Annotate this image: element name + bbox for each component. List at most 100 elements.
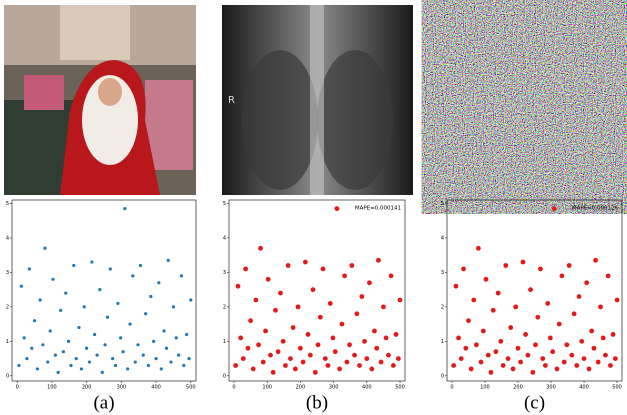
- point: [615, 298, 620, 303]
- point: [286, 263, 291, 268]
- point: [308, 353, 313, 358]
- plot-frame: [447, 200, 622, 381]
- point: [381, 304, 386, 309]
- point: [396, 356, 401, 361]
- point: [316, 342, 321, 347]
- point: [550, 349, 555, 354]
- point: [525, 353, 530, 358]
- point: [518, 360, 523, 365]
- point: [233, 363, 238, 368]
- point: [311, 287, 316, 292]
- annotation: MAPE=0.000141: [355, 206, 401, 212]
- point: [189, 298, 192, 301]
- y-tick-label: 4: [441, 235, 444, 241]
- point: [335, 206, 340, 211]
- point: [67, 340, 70, 343]
- point: [479, 360, 484, 365]
- point: [152, 340, 155, 343]
- point: [134, 360, 137, 363]
- point: [601, 336, 606, 341]
- point: [354, 311, 359, 316]
- point: [109, 267, 112, 270]
- point: [139, 264, 142, 267]
- point: [303, 260, 308, 265]
- point: [20, 285, 23, 288]
- x-tick-label: 200: [513, 385, 523, 391]
- point: [331, 336, 336, 341]
- point: [481, 329, 486, 334]
- point: [533, 342, 538, 347]
- point: [530, 370, 535, 375]
- point: [564, 342, 569, 347]
- point: [516, 346, 521, 351]
- point: [540, 356, 545, 361]
- point: [528, 287, 533, 292]
- point: [263, 329, 268, 334]
- point: [569, 353, 574, 358]
- point: [535, 315, 540, 320]
- point: [116, 302, 119, 305]
- point: [276, 349, 281, 354]
- point: [463, 346, 468, 351]
- y-tick-label: 2: [223, 304, 226, 310]
- point: [57, 371, 60, 374]
- point: [131, 274, 134, 277]
- point: [123, 207, 126, 210]
- plot-frame: [229, 200, 405, 381]
- point: [326, 363, 331, 368]
- point: [136, 343, 139, 346]
- point: [603, 353, 608, 358]
- point: [394, 332, 399, 337]
- point: [523, 332, 528, 337]
- y-tick-label: 0: [6, 373, 9, 379]
- point: [253, 298, 258, 303]
- point: [177, 354, 180, 357]
- point: [258, 246, 263, 251]
- point: [318, 315, 323, 320]
- point: [511, 367, 516, 372]
- point: [496, 291, 501, 296]
- point: [474, 342, 479, 347]
- point: [147, 364, 150, 367]
- y-tick-label: 4: [6, 235, 9, 241]
- x-tick-label: 200: [82, 385, 92, 391]
- point: [59, 309, 62, 312]
- point: [77, 326, 80, 329]
- x-tick-label: 500: [612, 385, 622, 391]
- point: [248, 318, 253, 323]
- point: [491, 308, 496, 313]
- caption: (c): [524, 392, 545, 413]
- point: [577, 294, 582, 299]
- xray-image: R: [222, 5, 413, 195]
- y-tick-label: 3: [6, 270, 9, 276]
- point: [374, 346, 379, 351]
- point: [283, 363, 288, 368]
- point: [613, 356, 618, 361]
- point: [357, 363, 362, 368]
- point: [142, 354, 145, 357]
- point: [476, 246, 481, 251]
- point: [162, 329, 165, 332]
- point: [39, 298, 42, 301]
- point: [598, 304, 603, 309]
- point: [106, 316, 109, 319]
- point: [451, 363, 456, 368]
- point: [111, 357, 114, 360]
- point: [160, 367, 163, 370]
- point: [93, 333, 96, 336]
- y-tick-label: 1: [6, 339, 9, 345]
- y-tick-label: 3: [441, 270, 444, 276]
- point: [80, 367, 83, 370]
- point: [589, 329, 594, 334]
- x-tick-label: 500: [395, 385, 405, 391]
- point: [466, 318, 471, 323]
- point: [243, 267, 248, 272]
- point: [268, 353, 273, 358]
- point: [574, 363, 579, 368]
- y-tick-label: 1: [223, 339, 226, 345]
- point: [241, 356, 246, 361]
- point: [471, 298, 476, 303]
- point: [298, 346, 303, 351]
- point: [301, 360, 306, 365]
- y-tick-label: 1: [441, 339, 444, 345]
